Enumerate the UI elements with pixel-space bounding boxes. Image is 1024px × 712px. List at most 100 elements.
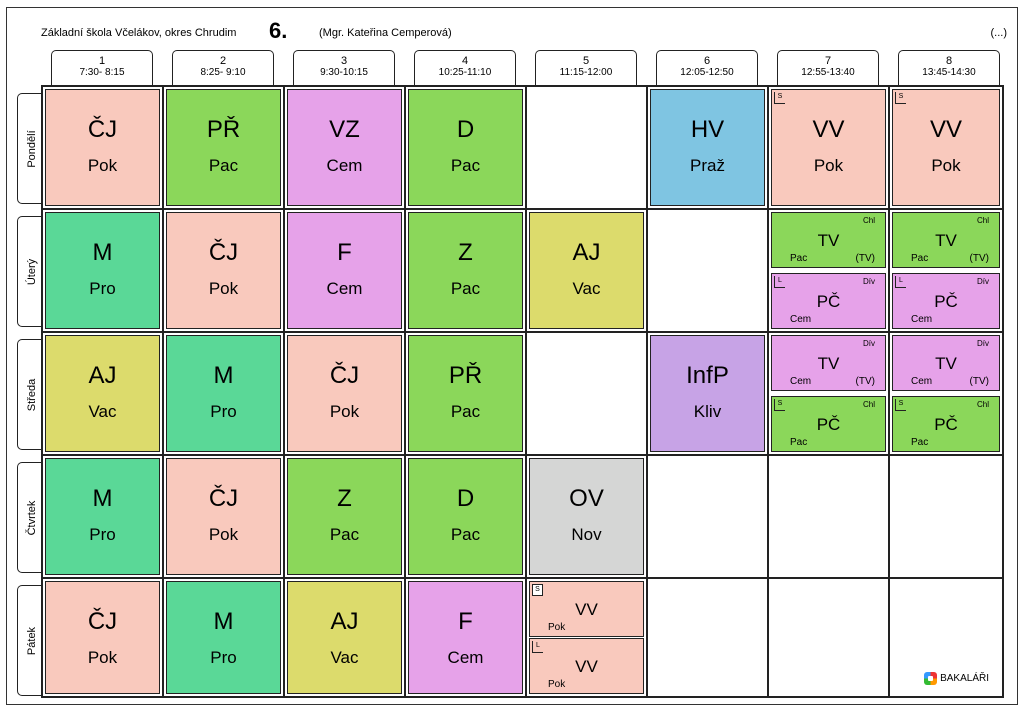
cell-tue-8[interactable]: Chl TV Pac (TV) L Dív PČ Cem <box>889 209 1003 332</box>
subject-abbr: TV <box>935 231 957 250</box>
lesson-card-group-b[interactable]: S Chl PČ Pac <box>771 396 886 452</box>
teacher-abbr: Pro <box>89 279 116 298</box>
cell-mon-4[interactable]: D Pac <box>405 86 526 209</box>
lesson-card[interactable]: D Pac <box>408 458 523 575</box>
cell-wed-2[interactable]: M Pro <box>163 332 284 455</box>
teacher-abbr: Pok <box>813 156 844 175</box>
cell-thu-8-empty <box>889 455 1003 578</box>
cell-thu-2[interactable]: ČJ Pok <box>163 455 284 578</box>
lesson-card-group-b[interactable]: L Dív PČ Cem <box>892 273 1000 329</box>
lesson-card-group-a[interactable]: Chl TV Pac (TV) <box>771 212 886 268</box>
teacher-abbr: Pro <box>210 648 237 667</box>
lesson-card[interactable]: VZ Cem <box>287 89 402 206</box>
cell-thu-1[interactable]: M Pro <box>42 455 163 578</box>
lesson-card[interactable]: M Pro <box>166 335 281 452</box>
teacher-abbr: Pac <box>450 156 481 175</box>
cell-tue-7[interactable]: Chl TV Pac (TV) L Dív PČ Cem <box>768 209 889 332</box>
cell-mon-6[interactable]: HV Praž <box>647 86 768 209</box>
lesson-card[interactable]: ČJ Pok <box>45 581 160 694</box>
timetable-header: Základní škola Včelákov, okres Chrudim 6… <box>7 8 1017 52</box>
room-label: (TV) <box>855 253 875 264</box>
lesson-card-group-a[interactable]: S VV Pok <box>529 581 644 637</box>
group-label: Dív <box>977 277 989 286</box>
lesson-card-group-b[interactable]: L Dív PČ Cem <box>771 273 886 329</box>
cell-thu-4[interactable]: D Pac <box>405 455 526 578</box>
lesson-card[interactable]: M Pro <box>166 581 281 694</box>
cell-wed-7[interactable]: Dív TV Cem (TV) S Chl PČ Pac <box>768 332 889 455</box>
period-number: 3 <box>340 55 348 67</box>
group-flag: S <box>895 92 906 104</box>
subject-abbr: VZ <box>329 116 360 143</box>
subject-abbr: VV <box>929 116 962 143</box>
lesson-card[interactable]: ČJ Pok <box>45 89 160 206</box>
lesson-card[interactable]: S VV Pok <box>771 89 886 206</box>
lesson-card-group-b[interactable]: S Chl PČ Pac <box>892 396 1000 452</box>
subject-abbr: VV <box>812 116 845 143</box>
cell-mon-7[interactable]: S VV Pok <box>768 86 889 209</box>
lesson-card[interactable]: InfP Kliv <box>650 335 765 452</box>
group-label: Chl <box>862 400 875 409</box>
cell-wed-6[interactable]: InfP Kliv <box>647 332 768 455</box>
period-header-8: 8 13:45-14:30 <box>898 50 1000 85</box>
lesson-card-group-a[interactable]: Dív TV Cem (TV) <box>892 335 1000 391</box>
lesson-card[interactable]: ČJ Pok <box>166 212 281 329</box>
cell-mon-2[interactable]: PŘ Pac <box>163 86 284 209</box>
cell-mon-1[interactable]: ČJ Pok <box>42 86 163 209</box>
lesson-card[interactable]: F Cem <box>287 212 402 329</box>
lesson-card-group-b[interactable]: L VV Pok <box>529 638 644 694</box>
cell-tue-4[interactable]: Z Pac <box>405 209 526 332</box>
period-time: 12:55-13:40 <box>801 67 855 78</box>
lesson-card[interactable]: AJ Vac <box>45 335 160 452</box>
subject-abbr: HV <box>690 116 725 143</box>
cell-tue-2[interactable]: ČJ Pok <box>163 209 284 332</box>
cell-tue-3[interactable]: F Cem <box>284 209 405 332</box>
teacher-abbr: Cem <box>911 376 933 387</box>
lesson-card-group-a[interactable]: Dív TV Cem (TV) <box>771 335 886 391</box>
subject-abbr: D <box>456 116 475 143</box>
cell-mon-5-empty <box>526 86 647 209</box>
cell-wed-1[interactable]: AJ Vac <box>42 332 163 455</box>
lesson-card[interactable]: S VV Pok <box>892 89 1000 206</box>
lesson-card[interactable]: M Pro <box>45 212 160 329</box>
period-time: 13:45-14:30 <box>922 67 976 78</box>
teacher-abbr: Pok <box>931 156 961 175</box>
lesson-card[interactable]: AJ Vac <box>287 581 402 694</box>
day-label: Čtvrtek <box>25 500 38 535</box>
cell-mon-3[interactable]: VZ Cem <box>284 86 405 209</box>
cell-wed-4[interactable]: PŘ Pac <box>405 332 526 455</box>
lesson-card[interactable]: ČJ Pok <box>166 458 281 575</box>
subject-abbr: M <box>92 239 113 266</box>
more-indicator: (...) <box>990 27 1008 39</box>
cell-fri-2[interactable]: M Pro <box>163 578 284 697</box>
cell-tue-1[interactable]: M Pro <box>42 209 163 332</box>
cell-wed-3[interactable]: ČJ Pok <box>284 332 405 455</box>
cell-fri-4[interactable]: F Cem <box>405 578 526 697</box>
cell-mon-8[interactable]: S VV Pok <box>889 86 1003 209</box>
lesson-card[interactable]: PŘ Pac <box>166 89 281 206</box>
teacher-abbr: Pac <box>208 156 239 175</box>
cell-wed-8[interactable]: Dív TV Cem (TV) S Chl PČ Pac <box>889 332 1003 455</box>
period-header-6: 6 12:05-12:50 <box>656 50 758 85</box>
cell-fri-1[interactable]: ČJ Pok <box>42 578 163 697</box>
teacher-abbr: Vac <box>330 648 359 667</box>
lesson-card[interactable]: M Pro <box>45 458 160 575</box>
lesson-card[interactable]: OV Nov <box>529 458 644 575</box>
period-time: 10:25-11:10 <box>438 67 492 78</box>
cell-thu-5[interactable]: OV Nov <box>526 455 647 578</box>
lesson-card[interactable]: AJ Vac <box>529 212 644 329</box>
lesson-card[interactable]: Z Pac <box>408 212 523 329</box>
lesson-card[interactable]: Z Pac <box>287 458 402 575</box>
lesson-card[interactable]: PŘ Pac <box>408 335 523 452</box>
cell-thu-3[interactable]: Z Pac <box>284 455 405 578</box>
lesson-card[interactable]: D Pac <box>408 89 523 206</box>
lesson-card[interactable]: HV Praž <box>650 89 765 206</box>
lesson-card[interactable]: F Cem <box>408 581 523 694</box>
lesson-card-group-a[interactable]: Chl TV Pac (TV) <box>892 212 1000 268</box>
cell-tue-5[interactable]: AJ Vac <box>526 209 647 332</box>
group-label: Chl <box>976 216 989 225</box>
day-header-friday: Pátek <box>17 585 45 696</box>
cell-fri-5[interactable]: S VV Pok L VV Pok <box>526 578 647 697</box>
lesson-card[interactable]: ČJ Pok <box>287 335 402 452</box>
teacher-abbr: Pac <box>790 437 808 448</box>
cell-fri-3[interactable]: AJ Vac <box>284 578 405 697</box>
